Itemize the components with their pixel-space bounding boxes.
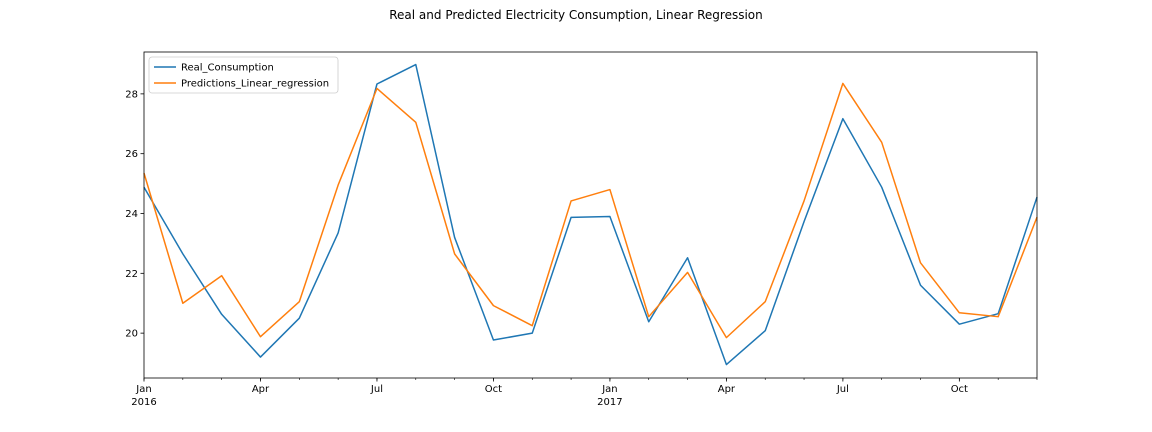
y-tick-label: 28 — [125, 89, 138, 100]
x-tick-label: Jan — [601, 384, 617, 395]
x-tick-label: Jul — [836, 384, 849, 395]
series-line-real-consumption — [143, 63, 1038, 366]
y-tick-label: 24 — [125, 209, 138, 220]
y-tick-label: 20 — [125, 329, 138, 340]
x-tick-label: Oct — [951, 384, 968, 395]
legend-label: Real_Consumption — [181, 63, 274, 74]
x-tick-label: Apr — [252, 384, 270, 395]
x-tick-label: Oct — [485, 384, 502, 395]
plot-frame — [143, 51, 1038, 379]
y-tick-label: 26 — [125, 149, 138, 160]
x-tick-label: Jul — [370, 384, 383, 395]
series-line-predictions-linear-regression — [143, 82, 1038, 339]
x-tick-year-label: 2016 — [131, 397, 156, 408]
x-tick-label: Jan — [135, 384, 151, 395]
y-tick-label: 22 — [125, 269, 138, 280]
x-tick-year-label: 2017 — [597, 397, 622, 408]
legend-label: Predictions_Linear_regression — [181, 79, 329, 90]
chart-title: Real and Predicted Electricity Consumpti… — [389, 8, 763, 22]
plot-area: 20 22 24 26 28 Jan 2016 Apr Jul Oct Jan 2017 Apr Jul O… — [125, 51, 1038, 408]
x-tick-label: Apr — [718, 384, 736, 395]
legend-box — [148, 56, 339, 94]
legend: Real_Consumption Predictions_Linear_regre… — [148, 56, 339, 94]
